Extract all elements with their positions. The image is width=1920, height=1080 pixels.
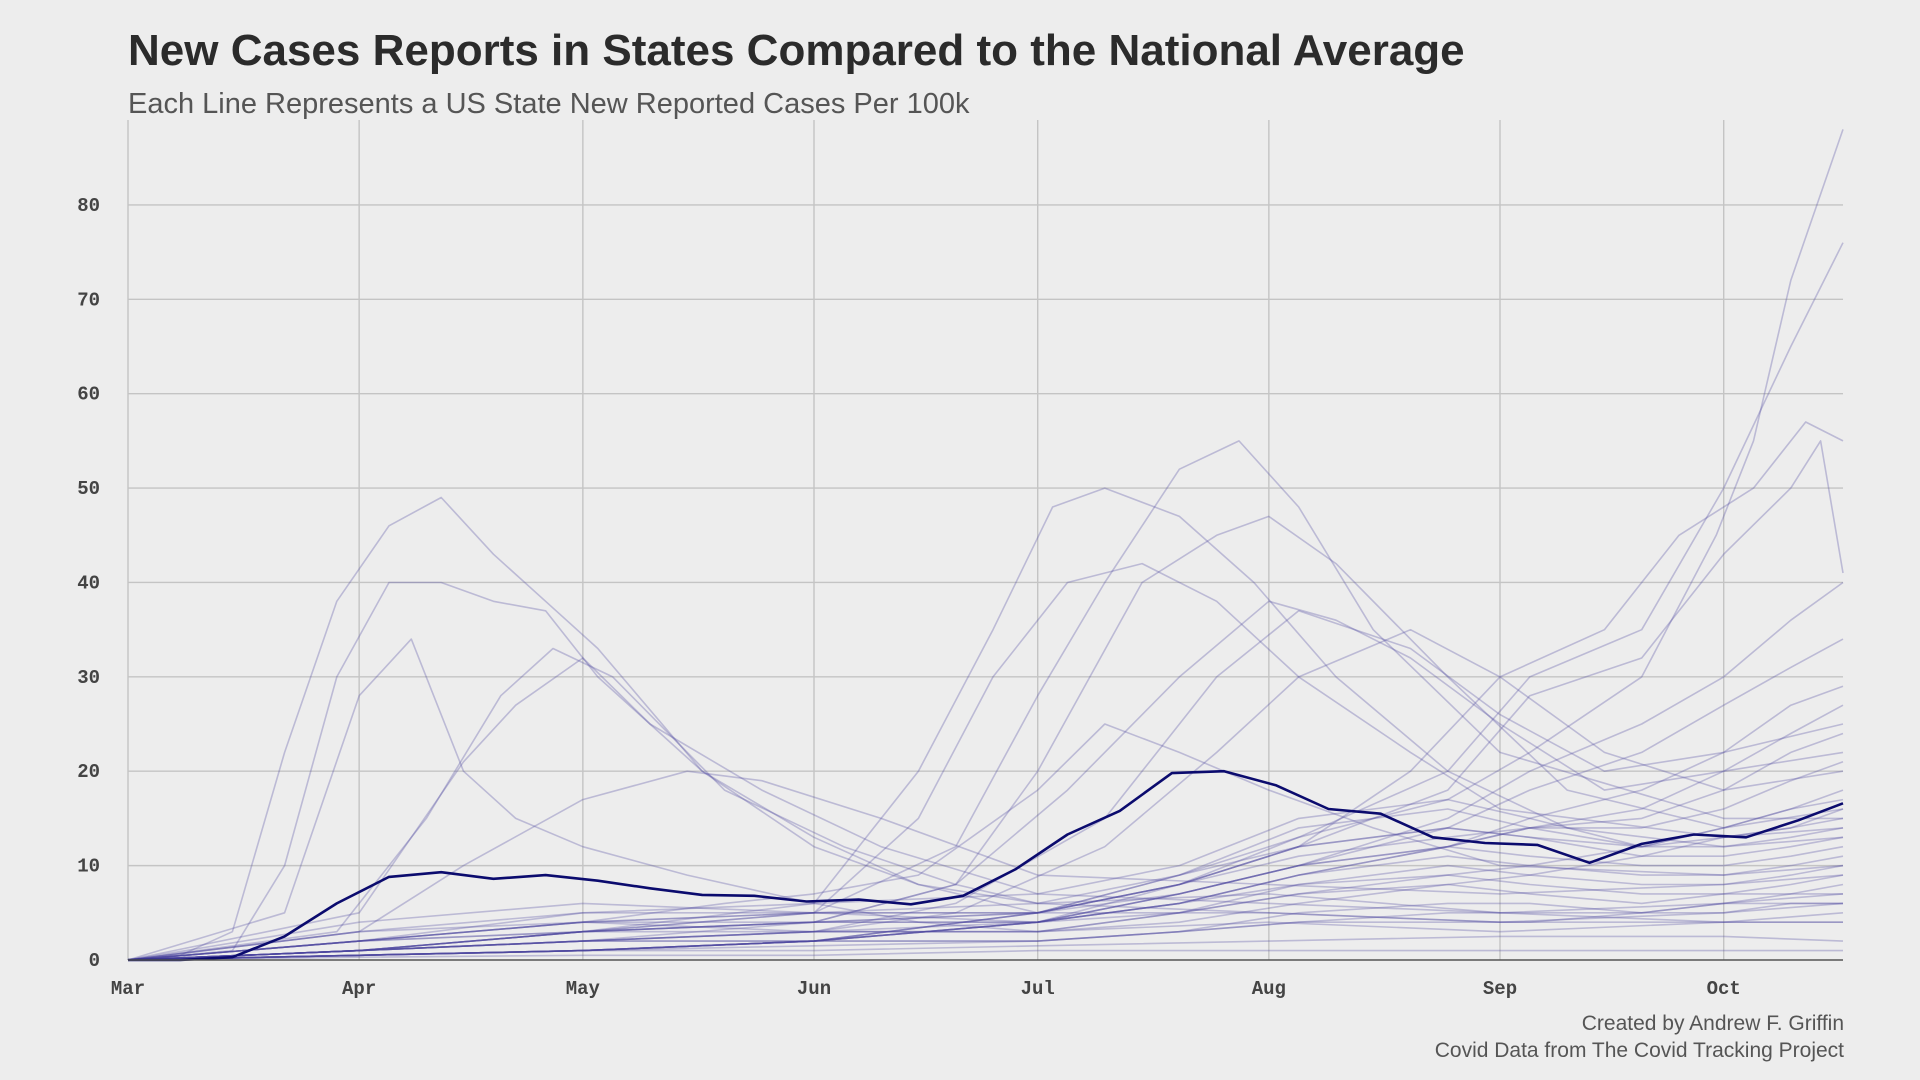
grid [127,120,1843,960]
state-series-line [127,798,1844,961]
y-tick-label: 0 [89,950,100,972]
state-series-line [127,883,1844,961]
national-average-series-line [128,769,1844,962]
axes: Mar Apr May Jun Jul Aug Sep Oct 0 10 20 30 40 50 60 70 8… [77,195,1843,1000]
x-tick-label: May [566,978,601,1000]
state-series-line [127,129,1844,961]
caption-source: Covid Data from The Covid Tracking Proje… [1434,1039,1844,1062]
y-tick-label: 70 [77,289,100,311]
state-series-line [127,704,1844,961]
y-tick-label: 10 [77,856,100,878]
state-series-line [127,638,1843,961]
chart-title: New Cases Reports in States Compared to … [128,26,1465,75]
state-series-line [127,874,1844,961]
state-series-line [127,902,1843,961]
state-series-line [127,600,1844,961]
x-tick-label: Mar [111,978,145,1000]
state-series-line [127,864,1844,961]
state-series-line [127,581,1844,961]
x-tick-label: Aug [1252,978,1286,1000]
state-series-line [127,893,1843,961]
y-tick-label: 30 [77,667,100,689]
state-series-line [127,949,1843,961]
state-series-line [127,685,1844,961]
state-series-line [127,647,1843,961]
caption: Created by Andrew F. Griffin Covid Data … [1435,1010,1844,1064]
national-average-line [128,769,1844,962]
x-tick-label: Sep [1483,978,1517,1000]
state-series-line [127,827,1844,961]
x-tick-label: Oct [1707,978,1741,1000]
state-series-line [127,562,1844,961]
state-series-line [127,440,1844,961]
state-series-line [127,723,1844,961]
state-series-line [127,855,1844,961]
x-tick-label: Jul [1021,978,1055,1000]
state-series-line [127,935,1844,961]
state-series-line [127,845,1844,961]
chart-subtitle: Each Line Represents a US State New Repo… [128,88,970,120]
state-series-line [127,610,1844,961]
x-tick-label: Apr [342,978,376,1000]
y-tick-label: 80 [77,195,100,217]
state-series-line [127,628,1844,961]
state-series-line [127,761,1844,961]
state-series-line [127,789,1844,961]
y-tick-label: 50 [77,478,100,500]
state-series-line [127,487,1844,961]
state-series-line [127,421,1844,961]
state-series-line [127,798,1844,961]
state-series-line [127,902,1843,961]
state-series-line [127,515,1844,961]
state-series-line [127,496,1844,961]
state-lines [127,129,1844,961]
state-series-line [127,581,1844,961]
state-series-line [127,440,1843,961]
caption-author: Created by Andrew F. Griffin [1581,1012,1844,1035]
state-series-line [127,770,1844,961]
state-series-line [127,638,1844,961]
y-tick-label: 20 [77,761,100,783]
x-tick-label: Jun [797,978,831,1000]
y-tick-label: 40 [77,572,100,594]
y-tick-label: 60 [77,384,100,406]
state-series-line [127,242,1844,961]
state-series-line [127,732,1844,961]
state-series-line [127,657,1844,961]
